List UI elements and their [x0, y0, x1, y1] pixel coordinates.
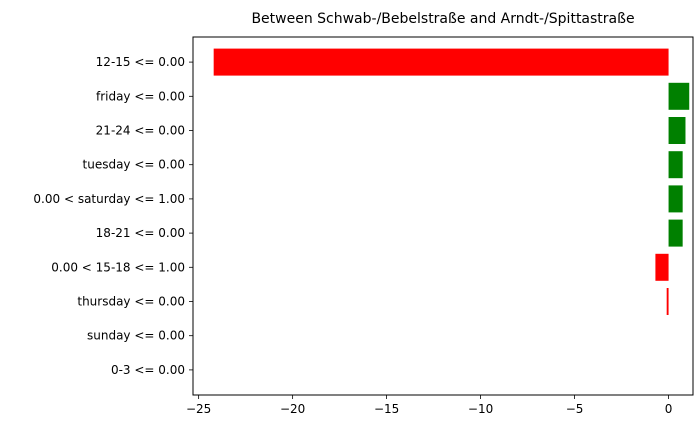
x-axis-ticks: −25 −20 −15 −10 −5 0 — [186, 395, 672, 416]
bar-3 — [668, 151, 683, 179]
bar-7 — [666, 288, 669, 315]
y-tick-label: sunday <= 0.00 — [87, 329, 185, 343]
x-tick-label: −15 — [374, 402, 399, 416]
x-tick-label: 0 — [665, 402, 673, 416]
plot-frame — [192, 36, 694, 396]
bar-0 — [213, 48, 669, 76]
bar-5 — [668, 219, 683, 247]
y-tick-label: thursday <= 0.00 — [77, 295, 185, 309]
x-tick-label: −25 — [186, 402, 211, 416]
x-tick-label: −20 — [280, 402, 305, 416]
y-tick-label: 21-24 <= 0.00 — [96, 124, 185, 138]
chart-title: Between Schwab-/Bebelstraße and Arndt-/S… — [251, 11, 634, 27]
bar-2 — [668, 117, 686, 144]
bars-layer — [213, 48, 690, 315]
bar-4 — [668, 185, 683, 213]
y-tick-label: 0-3 <= 0.00 — [111, 363, 185, 377]
y-tick-label: tuesday <= 0.00 — [83, 158, 185, 172]
y-tick-label: 0.00 < 15-18 <= 1.00 — [51, 260, 185, 274]
y-tick-labels: 12-15 <= 0.00 friday <= 0.00 21-24 <= 0.00… — [33, 55, 193, 377]
x-tick-label: −10 — [468, 402, 493, 416]
y-tick-label: 12-15 <= 0.00 — [96, 55, 185, 69]
bar-6 — [655, 253, 669, 281]
y-tick-label: 0.00 < saturday <= 1.00 — [33, 192, 185, 206]
bar-1 — [668, 82, 690, 110]
x-tick-label: −5 — [566, 402, 584, 416]
y-tick-label: friday <= 0.00 — [96, 89, 185, 103]
y-tick-label: 18-21 <= 0.00 — [96, 226, 185, 240]
